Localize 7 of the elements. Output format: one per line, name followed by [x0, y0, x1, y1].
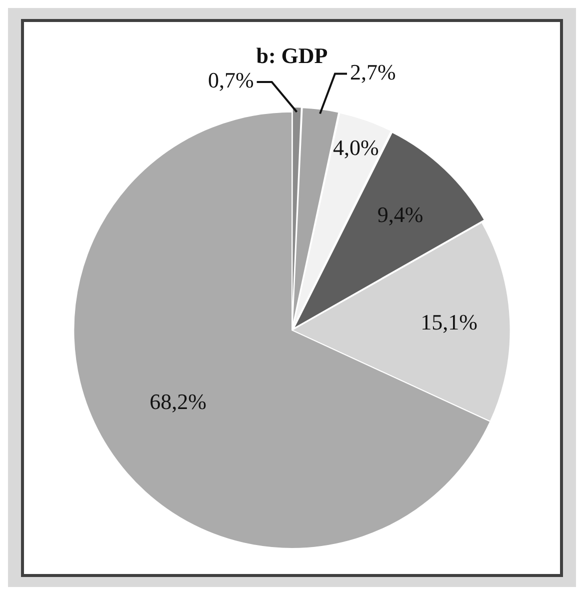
data-label: 0,7%: [208, 67, 254, 92]
data-label: 2,7%: [350, 58, 396, 84]
chart-title: b: GDP: [256, 42, 328, 68]
data-label: 68,2%: [150, 388, 206, 414]
data-label: 9,4%: [377, 202, 424, 226]
data-label: 4,0%: [332, 134, 379, 160]
data-label: 15,1%: [420, 308, 478, 334]
